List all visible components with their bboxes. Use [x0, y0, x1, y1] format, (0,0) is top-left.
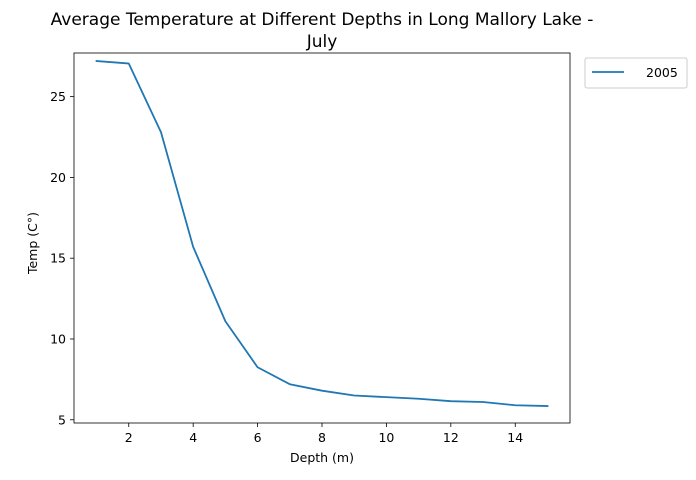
legend-frame [584, 57, 688, 89]
y-tick-label-15: 15 [50, 251, 66, 266]
legend-label-2005: 2005 [646, 65, 678, 80]
x-tick-label-8: 8 [318, 430, 326, 445]
y-axis-label: Temp (C°) [25, 212, 40, 275]
legend: 2005 [584, 57, 688, 89]
x-tick-label-12: 12 [443, 430, 459, 445]
y-tick-label-25: 25 [50, 89, 66, 104]
x-tick-label-4: 4 [189, 430, 197, 445]
x-tick-label-10: 10 [378, 430, 394, 445]
y-tick-label-5: 5 [58, 412, 66, 427]
y-tick-label-20: 20 [50, 170, 66, 185]
x-tick-label-14: 14 [507, 430, 523, 445]
x-axis-label: Depth (m) [290, 450, 354, 465]
series-line-2005 [95, 60, 549, 407]
x-tick-label-6: 6 [254, 430, 262, 445]
y-tick-label-10: 10 [50, 331, 66, 346]
chart-title-line1: Average Temperature at Different Depths … [51, 10, 594, 30]
chart-title-line2: July [306, 32, 338, 52]
x-tick-label-2: 2 [125, 430, 133, 445]
plot-area: 2 4 6 8 10 12 14 5 10 15 20 25 [50, 52, 571, 445]
axes-frame [73, 52, 571, 424]
